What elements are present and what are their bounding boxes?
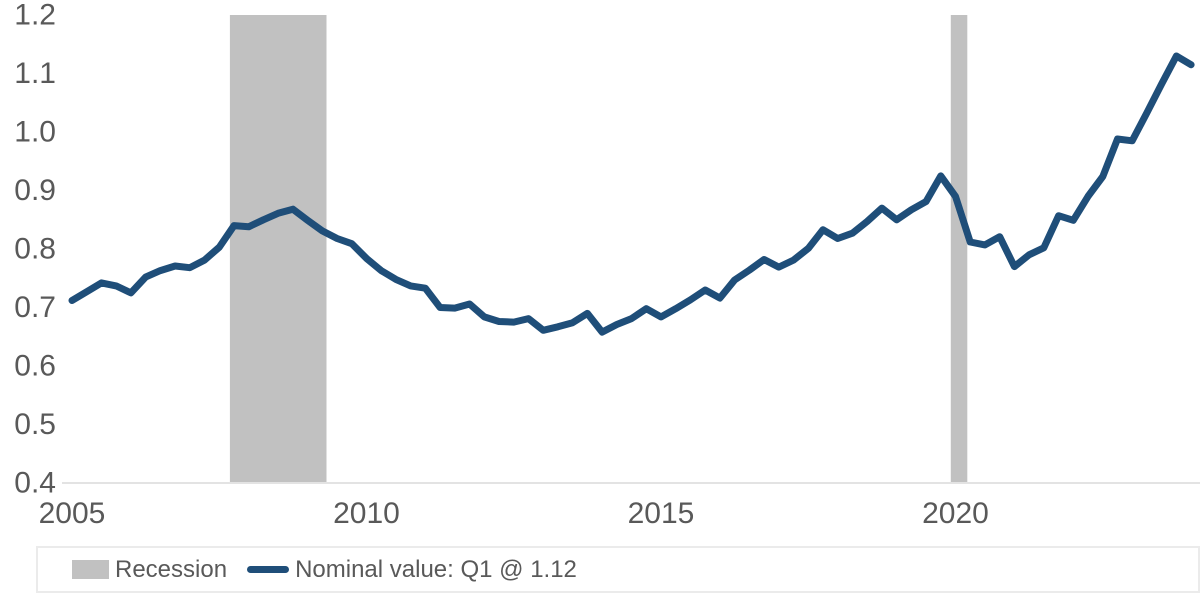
y-axis-tick-label: 0.8 (14, 233, 56, 266)
recession-band-2 (950, 15, 968, 483)
legend-item-recession[interactable]: Recession (72, 556, 227, 584)
y-axis-tick-label: 1.2 (14, 0, 56, 32)
line-series-swatch (247, 566, 290, 573)
y-axis-tick-label: 0.6 (14, 350, 56, 383)
recession-bands (229, 15, 968, 483)
y-axis-tick-label: 0.7 (14, 291, 56, 324)
chart-canvas: 0.4 0.5 0.6 0.7 0.8 0.9 1.0 1.1 1.2 2005 2010 2015… (14, 0, 1200, 530)
recession-band-1 (229, 15, 327, 483)
legend-label-recession: Recession (115, 555, 228, 583)
recession-band-swatch (72, 560, 109, 579)
x-axis-tick-label: 2020 (922, 497, 989, 530)
x-axis-tick-label: 2010 (333, 497, 400, 530)
y-axis-tick-label: 1.0 (14, 116, 56, 149)
y-axis-tick-label: 0.5 (14, 408, 56, 441)
y-axis-tick-label: 1.1 (14, 57, 56, 90)
legend: Recession Nominal value: Q1 @ 1.12 (36, 546, 1200, 593)
x-axis-tick-label: 2005 (39, 497, 106, 530)
x-axis-tick-label: 2015 (628, 497, 695, 530)
y-axis-tick-label: 0.4 (14, 467, 56, 500)
y-axis-labels: 0.4 0.5 0.6 0.7 0.8 0.9 1.0 1.1 1.2 (14, 0, 56, 500)
nominal-value-line (68, 52, 1195, 336)
legend-label-nominal-value: Nominal value: Q1 @ 1.12 (295, 555, 577, 583)
x-axis-labels: 2005 2010 2015 2020 (39, 497, 989, 530)
legend-item-nominal-value[interactable]: Nominal value: Q1 @ 1.12 (247, 556, 577, 584)
y-axis-tick-label: 0.9 (14, 174, 56, 207)
